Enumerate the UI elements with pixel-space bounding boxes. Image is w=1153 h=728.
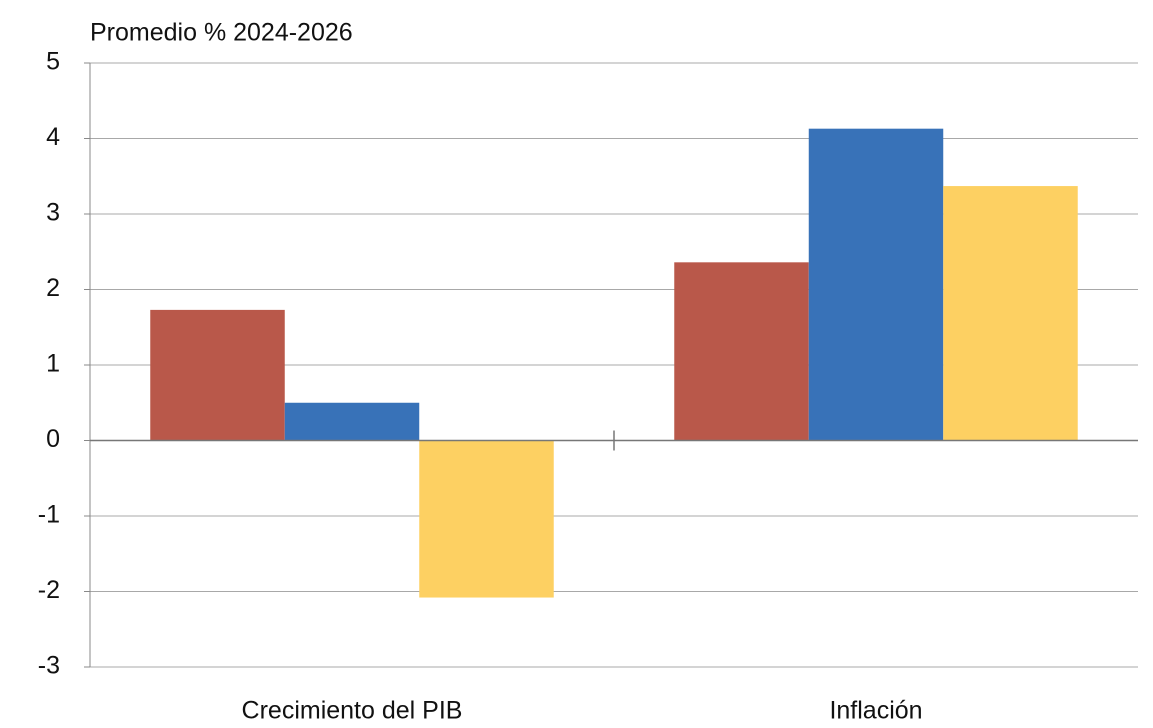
x-tick-label: Crecimiento del PIB (242, 697, 463, 725)
bar (284, 402, 420, 441)
y-tick-label: 2 (46, 274, 60, 302)
bar (808, 128, 944, 441)
bar (419, 440, 554, 598)
y-tick-label: 0 (46, 425, 60, 453)
y-tick-label: -3 (38, 652, 60, 680)
chart-title: Promedio % 2024-2026 (90, 19, 353, 47)
y-tick-label: -2 (38, 576, 60, 604)
y-tick-label: -1 (38, 501, 60, 529)
y-tick-label: 3 (46, 199, 60, 227)
x-tick-label: Inflación (829, 697, 922, 725)
y-tick-label: 1 (46, 350, 60, 378)
bar (943, 186, 1078, 441)
y-tick-label: 5 (46, 48, 60, 76)
bar (674, 262, 809, 441)
y-tick-label: 4 (46, 123, 60, 151)
bar (150, 309, 285, 441)
